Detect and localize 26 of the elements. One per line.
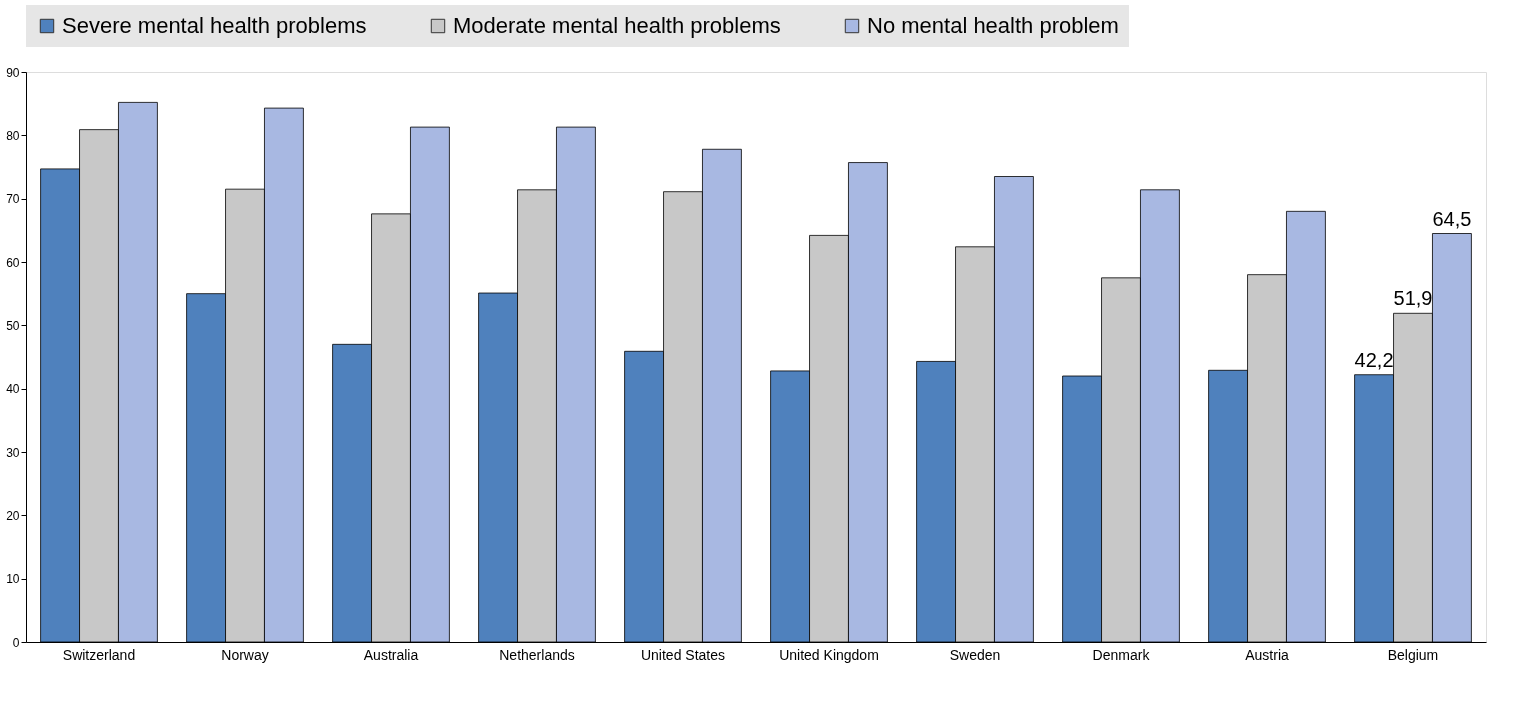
data-label: 64,5 (1432, 207, 1472, 230)
y-tick-label: 10 (6, 572, 20, 587)
x-tick-label: United States (640, 646, 726, 663)
x-tick-label: Netherlands (499, 646, 575, 663)
y-tick-label: 30 (6, 445, 20, 460)
x-tick-label: Australia (363, 646, 419, 663)
y-tick-label: 20 (6, 508, 20, 523)
y-tick-label: 50 (6, 318, 20, 333)
legend-label: Moderate mental health problems (453, 13, 781, 38)
x-tick-label: Denmark (1092, 646, 1151, 663)
legend-label: Severe mental health problems (62, 13, 367, 38)
data-label: 51,9 (1393, 287, 1433, 310)
y-tick-label: 90 (6, 65, 20, 80)
x-tick-label: Belgium (1387, 646, 1439, 663)
y-tick-label: 70 (6, 192, 20, 207)
x-tick-label: United Kingdom (779, 646, 879, 663)
x-tick-label: Switzerland (62, 646, 136, 663)
y-tick-label: 60 (6, 255, 20, 270)
x-tick-label: Austria (1245, 646, 1289, 663)
legend-label: No mental health problem (867, 13, 1119, 38)
x-tick-label: Norway (221, 646, 269, 663)
y-tick-label: 80 (6, 128, 20, 143)
x-tick-label: Sweden (949, 646, 1001, 663)
data-label: 42,2 (1354, 348, 1394, 371)
y-tick-label: 40 (6, 382, 20, 397)
y-tick-label: 0 (12, 635, 20, 650)
